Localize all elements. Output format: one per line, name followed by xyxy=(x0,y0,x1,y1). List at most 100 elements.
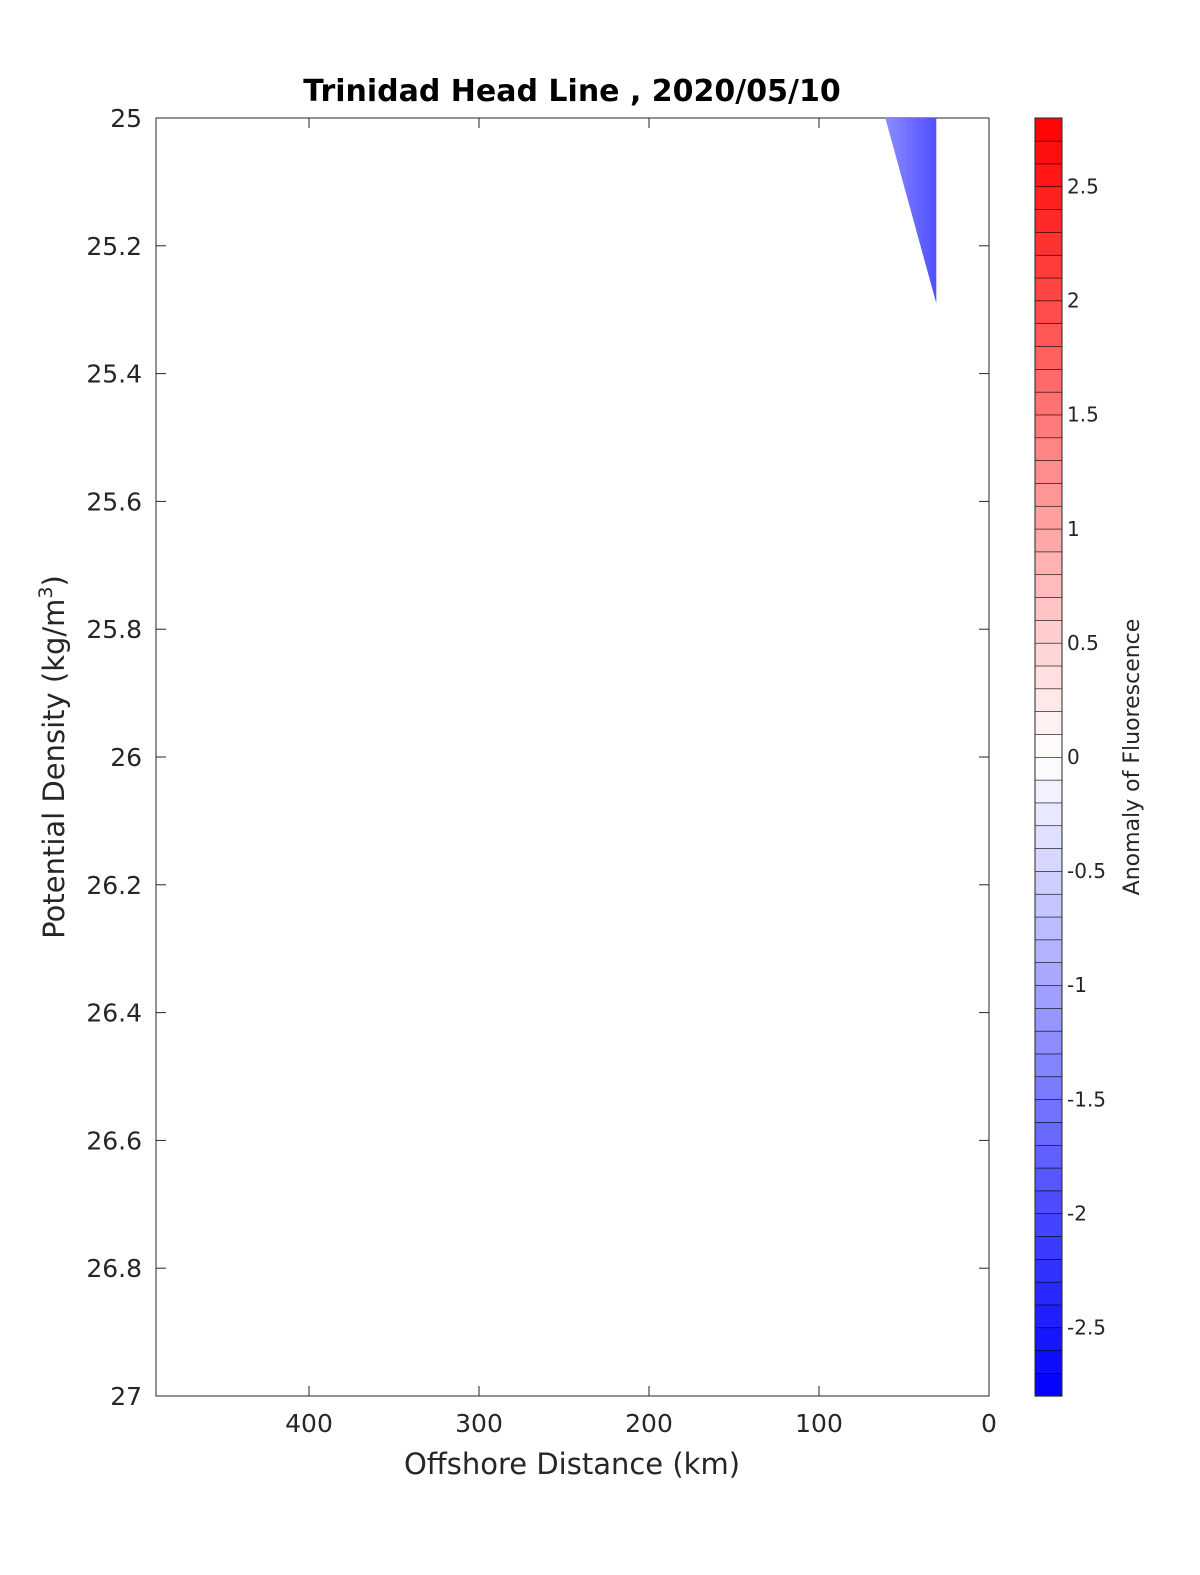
colorbar-frame xyxy=(1034,117,1063,1397)
plot-frame xyxy=(155,117,990,1397)
colorbar-cell xyxy=(1034,117,1063,142)
x-tick-label: 0 xyxy=(981,1409,997,1438)
colorbar-tick-label: 1 xyxy=(1067,517,1080,541)
colorbar-cell xyxy=(1034,208,1063,233)
colorbar-cell xyxy=(1034,711,1063,735)
x-axis-label: Offshore Distance (km) xyxy=(404,1447,740,1481)
x-axis-ticks: 400 300 200 100 0 xyxy=(285,118,997,1438)
colorbar-cell xyxy=(1034,528,1063,553)
colorbar-cell xyxy=(1034,1030,1063,1055)
colorbar-cell xyxy=(1034,1121,1063,1146)
colorbar-cell xyxy=(1034,802,1063,827)
colorbar-tick-label: 2 xyxy=(1067,289,1080,313)
colorbar-cell xyxy=(1034,1007,1063,1032)
colorbar-cell xyxy=(1034,1167,1063,1192)
colorbar-cell xyxy=(1034,642,1063,667)
y-tick-label: 25.8 xyxy=(86,615,142,644)
colorbar-cell xyxy=(1034,939,1063,963)
colorbar-ticks: 2.5 2 1.5 1 0.5 0 -0.5 -1 -1.5 -2 -2.5 xyxy=(1067,174,1106,1339)
colorbar-cell xyxy=(1034,414,1063,439)
colorbar-cells xyxy=(1034,117,1063,1397)
colorbar-cell xyxy=(1034,1281,1063,1306)
colorbar-cell xyxy=(1034,619,1063,644)
colorbar-cell xyxy=(1034,163,1063,188)
y-axis-ticks: 25 25.2 25.4 25.6 25.8 26 26.2 26.4 26.6 26.8 27 xyxy=(86,104,989,1411)
colorbar-cell xyxy=(1034,277,1063,302)
colorbar-cell xyxy=(1034,323,1063,347)
colorbar-tick-label: 2.5 xyxy=(1067,174,1099,198)
colorbar-cell xyxy=(1034,847,1063,872)
colorbar-cell xyxy=(1034,1372,1063,1397)
y-tick-label: 25.6 xyxy=(86,487,142,516)
x-tick-label: 400 xyxy=(285,1409,333,1438)
colorbar-cell xyxy=(1034,984,1063,1009)
colorbar-cell xyxy=(1034,596,1063,621)
colorbar-cell xyxy=(1034,779,1063,804)
plot-area: 400 300 200 100 0 25 25.2 25.4 25.6 25.8 26 26.2 26… xyxy=(86,104,997,1438)
colorbar-cell xyxy=(1034,870,1063,895)
colorbar-tick-label: -2 xyxy=(1067,1201,1087,1225)
colorbar-cell xyxy=(1034,551,1063,576)
colorbar-cell xyxy=(1034,254,1063,279)
colorbar-cell xyxy=(1034,437,1063,461)
chart-title: Trinidad Head Line , 2020/05/10 xyxy=(303,74,840,109)
colorbar-cell xyxy=(1034,368,1063,393)
y-tick-label: 25.4 xyxy=(86,360,142,389)
colorbar: 2.5 2 1.5 1 0.5 0 -0.5 -1 -1.5 -2 -2.5 xyxy=(1034,117,1106,1397)
y-axis-label-sup: 3 xyxy=(35,586,57,598)
y-tick-label: 26.6 xyxy=(86,1126,142,1155)
y-tick-label: 25.2 xyxy=(86,232,142,261)
fluorescence-anomaly-region xyxy=(885,118,937,304)
colorbar-cell xyxy=(1034,300,1063,324)
colorbar-tick-label: 1.5 xyxy=(1067,403,1099,427)
y-tick-label: 26.2 xyxy=(86,871,142,900)
colorbar-cell xyxy=(1034,345,1063,370)
colorbar-cell xyxy=(1034,688,1063,712)
colorbar-cell xyxy=(1034,916,1063,941)
colorbar-cell xyxy=(1034,1144,1063,1169)
colorbar-cell xyxy=(1034,231,1063,256)
colorbar-cell xyxy=(1034,756,1063,781)
y-tick-label: 25 xyxy=(110,104,142,133)
x-tick-label: 100 xyxy=(795,1409,843,1438)
y-axis-label-main: Potential Density (kg/m xyxy=(37,599,71,939)
colorbar-cell xyxy=(1034,733,1063,758)
colorbar-cell xyxy=(1034,893,1063,918)
colorbar-cell xyxy=(1034,1053,1063,1078)
colorbar-tick-label: -2.5 xyxy=(1067,1316,1106,1340)
colorbar-tick-label: -1.5 xyxy=(1067,1087,1106,1111)
y-axis-label-close: ) xyxy=(37,575,71,586)
colorbar-label: Anomaly of Fluorescence xyxy=(1120,619,1145,896)
colorbar-tick-label: 0 xyxy=(1067,745,1080,769)
colorbar-cell xyxy=(1034,186,1063,210)
colorbar-cell xyxy=(1034,505,1063,530)
colorbar-cell xyxy=(1034,1235,1063,1260)
colorbar-cell xyxy=(1034,574,1063,598)
colorbar-cell xyxy=(1034,482,1063,507)
colorbar-tick-label: -1 xyxy=(1067,973,1087,997)
colorbar-cell xyxy=(1034,460,1063,484)
colorbar-cell xyxy=(1034,1099,1063,1123)
colorbar-cell xyxy=(1034,825,1063,849)
colorbar-cell xyxy=(1034,1350,1063,1374)
colorbar-cell xyxy=(1034,962,1063,986)
colorbar-cell xyxy=(1034,1076,1063,1100)
colorbar-cell xyxy=(1034,1258,1063,1283)
y-axis-label: Potential Density (kg/m3) xyxy=(35,575,71,939)
colorbar-cell xyxy=(1034,391,1063,416)
colorbar-cell xyxy=(1034,1213,1063,1237)
colorbar-tick-label: -0.5 xyxy=(1067,859,1106,883)
colorbar-cell xyxy=(1034,1190,1063,1215)
y-tick-label: 26.4 xyxy=(86,999,142,1028)
colorbar-tick-label: 0.5 xyxy=(1067,631,1099,655)
y-tick-label: 27 xyxy=(110,1382,142,1411)
colorbar-cell xyxy=(1034,140,1063,165)
x-tick-label: 300 xyxy=(455,1409,503,1438)
colorbar-cell xyxy=(1034,665,1063,690)
colorbar-cell xyxy=(1034,1304,1063,1329)
y-tick-label: 26.8 xyxy=(86,1254,142,1283)
y-tick-label: 26 xyxy=(110,743,142,772)
colorbar-cell xyxy=(1034,1327,1063,1351)
x-tick-label: 200 xyxy=(625,1409,673,1438)
